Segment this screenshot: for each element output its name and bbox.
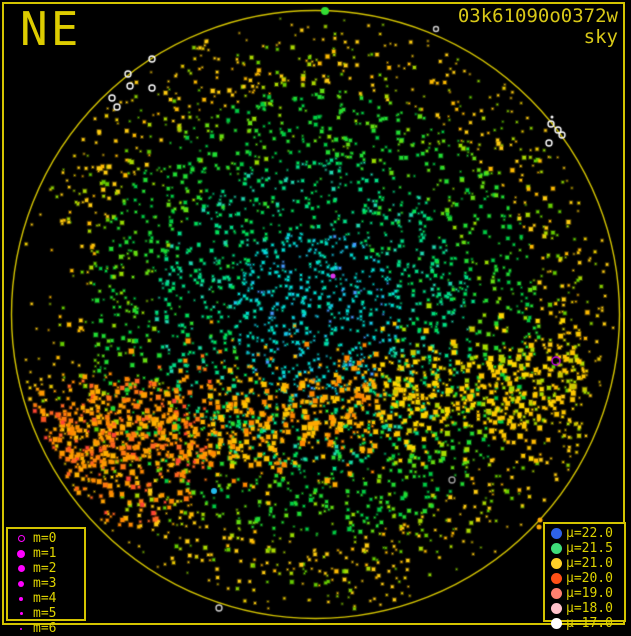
magnitude-legend-label: m=6 bbox=[33, 621, 57, 636]
surface-brightness-legend-item: μ=22.0 bbox=[546, 526, 623, 541]
plot-subtitle: sky bbox=[583, 26, 618, 48]
magnitude-marker bbox=[9, 580, 33, 587]
surface-brightness-marker bbox=[546, 618, 566, 629]
surface-brightness-marker bbox=[546, 573, 566, 584]
surface-brightness-legend-item: μ=19.0 bbox=[546, 586, 623, 601]
magnitude-legend-label: m=0 bbox=[33, 531, 57, 546]
surface-brightness-legend-label: μ=21.0 bbox=[566, 556, 613, 571]
magnitude-marker bbox=[9, 549, 33, 558]
surface-brightness-marker bbox=[546, 588, 566, 599]
surface-brightness-marker bbox=[546, 558, 566, 569]
magnitude-marker bbox=[9, 596, 33, 601]
surface-brightness-marker bbox=[546, 528, 566, 539]
surface-brightness-legend-item: μ=21.5 bbox=[546, 541, 623, 556]
title-block: 03k61090o0372w sky bbox=[457, 5, 618, 48]
orientation-label: NE bbox=[20, 2, 82, 56]
magnitude-legend-item: m=6 bbox=[9, 621, 83, 636]
surface-brightness-legend-label: μ=19.0 bbox=[566, 586, 613, 601]
magnitude-legend-item: m=5 bbox=[9, 606, 83, 621]
magnitude-legend-label: m=4 bbox=[33, 591, 57, 606]
plot-title: 03k61090o0372w bbox=[457, 5, 618, 27]
surface-brightness-legend-item: μ=20.0 bbox=[546, 571, 623, 586]
magnitude-marker bbox=[9, 612, 33, 615]
surface-brightness-legend-label: μ=21.5 bbox=[566, 541, 613, 556]
surface-brightness-legend-label: μ=22.0 bbox=[566, 526, 613, 541]
magnitude-legend: m=0 m=1 m=2 m=3 m=4 m=5 m=6 bbox=[6, 527, 86, 636]
surface-brightness-legend-item: μ=18.0 bbox=[546, 601, 623, 616]
magnitude-legend-label: m=2 bbox=[33, 561, 57, 576]
surface-brightness-legend-item: μ=17.0 bbox=[546, 616, 623, 631]
magnitude-legend-label: m=3 bbox=[33, 576, 57, 591]
magnitude-legend-item: m=4 bbox=[9, 591, 83, 606]
magnitude-legend-label: m=5 bbox=[33, 606, 57, 621]
surface-brightness-legend-item: μ=21.0 bbox=[546, 556, 623, 571]
magnitude-marker bbox=[9, 535, 33, 542]
magnitude-legend-label: m=1 bbox=[33, 546, 57, 561]
magnitude-marker bbox=[9, 627, 33, 630]
surface-brightness-legend-label: μ=17.0 bbox=[566, 616, 613, 631]
surface-brightness-legend-label: μ=20.0 bbox=[566, 571, 613, 586]
surface-brightness-legend: μ=22.0 μ=21.5 μ=21.0 μ=20.0 μ=19.0 μ=18.0 μ=17… bbox=[543, 522, 626, 631]
magnitude-marker bbox=[9, 565, 33, 572]
magnitude-legend-item: m=2 bbox=[9, 561, 83, 576]
surface-brightness-marker bbox=[546, 543, 566, 554]
magnitude-legend-item: m=1 bbox=[9, 546, 83, 561]
magnitude-legend-item: m=0 bbox=[9, 531, 83, 546]
magnitude-legend-item: m=3 bbox=[9, 576, 83, 591]
surface-brightness-legend-label: μ=18.0 bbox=[566, 601, 613, 616]
surface-brightness-marker bbox=[546, 603, 566, 614]
